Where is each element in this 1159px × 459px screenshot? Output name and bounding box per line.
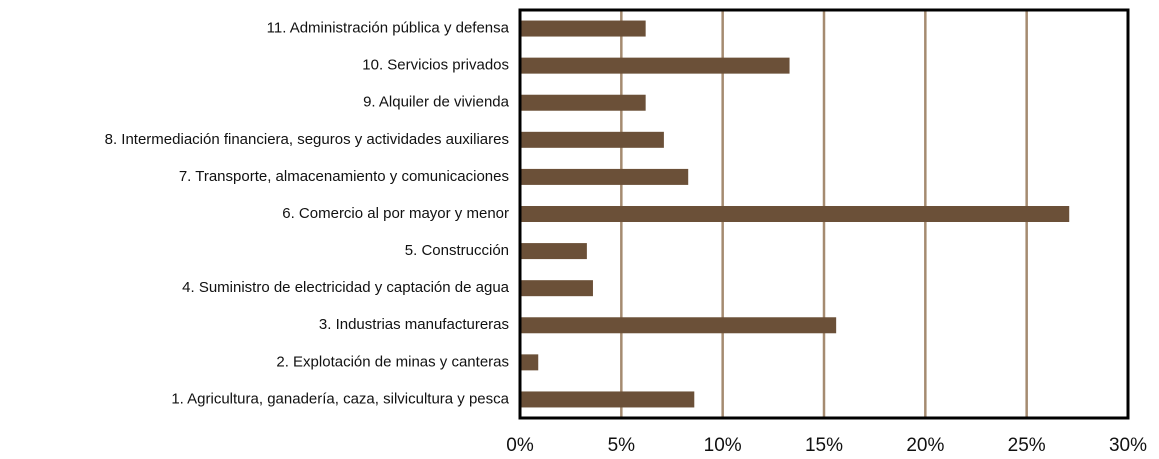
y-tick-label: 6. Comercio al por mayor y menor [282,205,509,222]
y-tick-label: 9. Alquiler de vivienda [363,94,510,111]
y-tick-label: 10. Servicios privados [362,57,509,74]
bar [520,243,587,260]
x-tick-label: 5% [608,435,636,456]
y-tick-label: 11. Administración pública y defensa [267,20,510,37]
x-tick-label: 30% [1109,435,1147,456]
bar [520,168,689,185]
y-tick-label: 7. Transporte, almacenamiento y comunica… [179,168,509,185]
x-tick-label: 20% [906,435,944,456]
bar [520,57,790,74]
y-tick-label: 2. Explotación de minas y canteras [276,353,509,370]
y-tick-label: 3. Industrias manufactureras [319,316,509,333]
bar [520,391,695,408]
y-tick-label: 1. Agricultura, ganadería, caza, silvicu… [171,390,509,407]
x-tick-label: 10% [704,435,742,456]
x-tick-label: 0% [506,435,534,456]
bar [520,354,539,371]
y-tick-label: 5. Construcción [405,242,509,259]
plot-frame [518,8,1130,420]
bar [520,131,664,148]
y-tick-label: 4. Suministro de electricidad y captació… [182,279,510,296]
bar [520,94,646,111]
bar [520,206,1070,222]
bar [520,317,837,334]
bar [520,20,646,37]
y-tick-label: 8. Intermediación financiera, seguros y … [105,131,509,148]
bar [520,280,593,297]
x-tick-label: 15% [805,435,843,456]
x-tick-label: 25% [1008,435,1046,456]
